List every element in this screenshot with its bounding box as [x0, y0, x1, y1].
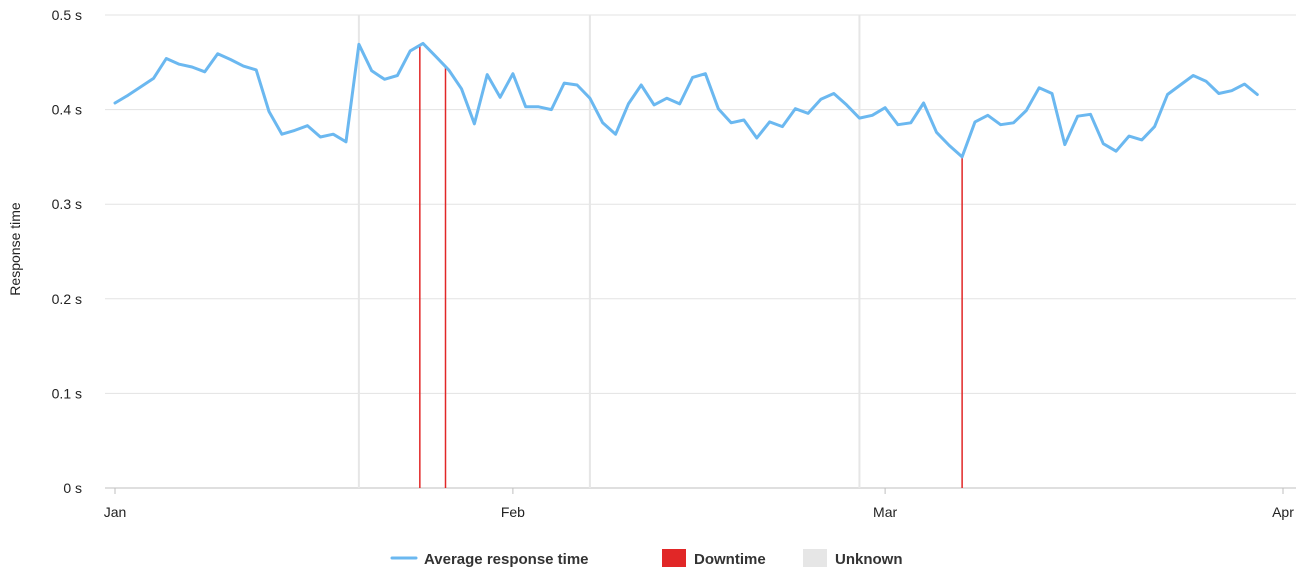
y-tick-label: 0.5 s — [52, 7, 82, 23]
legend-box-unknown — [803, 549, 827, 567]
legend-label-unknown: Unknown — [835, 551, 903, 568]
y-tick-label: 0.4 s — [52, 102, 82, 118]
axis-layer: 0 s 0.1 s 0.2 s 0.3 s 0.4 s 0.5 s Jan Feb Mar Apr — [52, 7, 1295, 520]
unknown-markers — [357, 15, 861, 488]
legend-box-downtime — [662, 549, 686, 567]
series-layer — [113, 41, 1259, 159]
legend-label-average-response-time: Average response time — [424, 551, 589, 568]
x-tick-label: Jan — [104, 504, 127, 520]
y-tick-label: 0.1 s — [52, 385, 82, 401]
legend: Average response time Downtime Unknown — [390, 549, 903, 568]
y-tick-label: 0.2 s — [52, 291, 82, 307]
x-tick-label: Feb — [501, 504, 525, 520]
x-tick-label: Mar — [873, 504, 897, 520]
x-tick-label: Apr — [1272, 504, 1294, 520]
legend-label-downtime: Downtime — [694, 551, 766, 568]
y-tick-label: 0 s — [63, 480, 82, 496]
series-line-average-response-time — [113, 41, 1259, 159]
downtime-markers — [419, 45, 963, 488]
grid-layer — [105, 14, 1296, 489]
y-axis-title: Response time — [7, 202, 23, 296]
y-tick-label: 0.3 s — [52, 196, 82, 212]
